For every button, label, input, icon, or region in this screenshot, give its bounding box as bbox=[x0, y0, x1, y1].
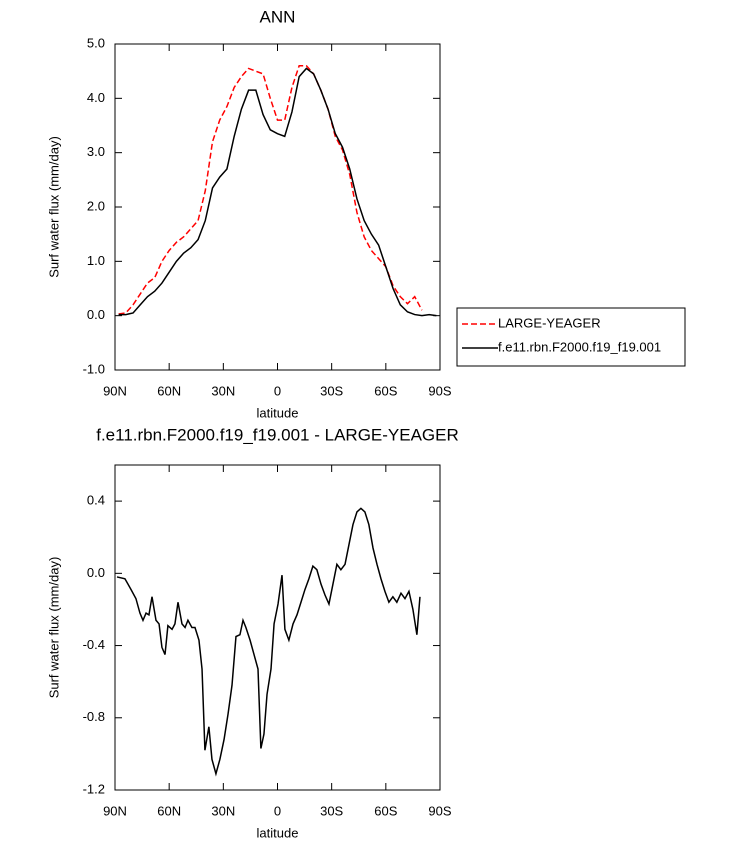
y-axis-label: Surf water flux (mm/day) bbox=[46, 557, 61, 699]
y-tick-label: 2.0 bbox=[87, 198, 105, 213]
y-tick-label: -0.8 bbox=[83, 709, 105, 724]
data-line bbox=[116, 507, 421, 777]
x-tick-label: 30S bbox=[320, 803, 343, 818]
y-tick-label: 0.4 bbox=[87, 493, 105, 508]
x-tick-label: 90S bbox=[428, 383, 451, 398]
legend-box bbox=[456, 307, 686, 367]
plot-frame bbox=[114, 43, 441, 371]
x-tick-label: 60S bbox=[374, 803, 397, 818]
legend-label: f.e11.rbn.F2000.f19_f19.001 bbox=[498, 339, 661, 354]
y-tick-label: 0.0 bbox=[87, 565, 105, 580]
x-tick-label: 0 bbox=[274, 803, 281, 818]
x-tick-label: 90S bbox=[428, 803, 451, 818]
y-tick-label: 1.0 bbox=[87, 253, 105, 268]
y-tick-label: 5.0 bbox=[87, 35, 105, 50]
y-tick-label: 4.0 bbox=[87, 90, 105, 105]
plot-frame bbox=[114, 464, 441, 791]
x-tick-label: 30N bbox=[211, 383, 235, 398]
x-tick-label: 60N bbox=[157, 383, 181, 398]
x-tick-label: 90N bbox=[103, 803, 127, 818]
data-line bbox=[118, 67, 437, 317]
y-tick-label: -0.4 bbox=[83, 637, 105, 652]
x-axis-label: latitude bbox=[257, 405, 299, 420]
x-tick-label: 60S bbox=[374, 383, 397, 398]
chart-title: f.e11.rbn.F2000.f19_f19.001 - LARGE-YEAG… bbox=[96, 425, 459, 444]
y-tick-label: -1.0 bbox=[83, 361, 105, 376]
chart-title: ANN bbox=[260, 7, 296, 26]
data-line bbox=[118, 64, 423, 315]
x-tick-label: 30S bbox=[320, 383, 343, 398]
x-axis-label: latitude bbox=[257, 825, 299, 840]
legend-label: LARGE-YEAGER bbox=[498, 315, 601, 330]
y-tick-label: -1.2 bbox=[83, 781, 105, 796]
y-axis-label: Surf water flux (mm/day) bbox=[46, 136, 61, 278]
x-tick-label: 60N bbox=[157, 803, 181, 818]
y-tick-label: 3.0 bbox=[87, 144, 105, 159]
x-tick-label: 30N bbox=[211, 803, 235, 818]
y-tick-label: 0.0 bbox=[87, 307, 105, 322]
x-tick-label: 90N bbox=[103, 383, 127, 398]
x-tick-label: 0 bbox=[274, 383, 281, 398]
